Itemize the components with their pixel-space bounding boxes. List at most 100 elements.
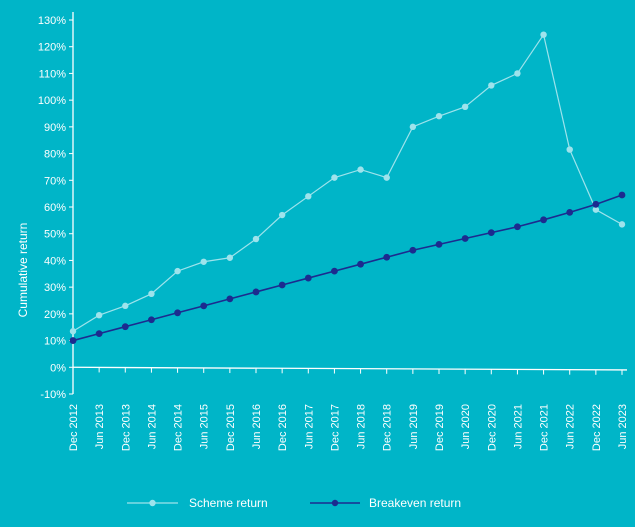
series-scheme-return bbox=[69, 31, 626, 335]
x-tick-label: Dec 2017 bbox=[329, 404, 341, 451]
data-point bbox=[121, 323, 129, 331]
x-tick-label: Jun 2016 bbox=[251, 404, 263, 449]
data-point bbox=[409, 246, 417, 254]
data-point bbox=[461, 103, 469, 111]
y-tick-labels: -10% 0% 10% 20% 30% 40% 50% 60% 70% 80% 90% 100% 110… bbox=[38, 15, 66, 401]
data-point bbox=[122, 302, 129, 310]
x-tick-label: Jun 2013 bbox=[94, 404, 106, 449]
y-tick-label: -10% bbox=[40, 389, 66, 401]
data-point bbox=[95, 330, 103, 338]
data-point bbox=[304, 274, 312, 282]
x-tick-label: Jun 2020 bbox=[460, 404, 472, 449]
zero-line bbox=[72, 366, 628, 371]
x-tick-label: Jun 2017 bbox=[303, 404, 315, 449]
data-point bbox=[331, 174, 338, 181]
data-point bbox=[383, 253, 391, 261]
data-point bbox=[174, 309, 181, 317]
y-tick-label: 120% bbox=[38, 42, 66, 54]
legend: Scheme return Breakeven return bbox=[127, 496, 461, 510]
x-tick-label: Dec 2020 bbox=[486, 404, 498, 451]
series-line bbox=[72, 194, 623, 342]
x-tick-label: Dec 2018 bbox=[382, 404, 394, 451]
x-tick-label: Dec 2016 bbox=[277, 404, 289, 451]
data-point bbox=[200, 302, 208, 310]
x-tick-label: Jun 2018 bbox=[356, 404, 368, 449]
x-tick-label: Dec 2014 bbox=[173, 404, 185, 451]
data-point bbox=[409, 123, 417, 131]
data-point bbox=[383, 174, 390, 181]
data-point bbox=[252, 288, 260, 296]
data-point bbox=[278, 211, 286, 219]
y-tick-label: 100% bbox=[38, 95, 66, 107]
legend-marker bbox=[149, 499, 156, 507]
data-point bbox=[514, 70, 521, 77]
y-tick-label: 40% bbox=[44, 255, 66, 267]
y-tick-label: 80% bbox=[44, 149, 66, 161]
x-tick-label: Dec 2022 bbox=[591, 404, 603, 451]
x-tick-label: Jun 2021 bbox=[512, 404, 524, 449]
data-point bbox=[618, 221, 626, 228]
data-point bbox=[226, 254, 234, 261]
data-point bbox=[331, 267, 338, 275]
data-point bbox=[148, 316, 155, 324]
x-tick-label: Jun 2014 bbox=[146, 404, 158, 449]
y-tick-label: 130% bbox=[38, 15, 66, 27]
data-point bbox=[592, 206, 600, 213]
data-point bbox=[592, 200, 600, 208]
y-tick-label: 60% bbox=[44, 202, 66, 214]
data-point bbox=[566, 208, 574, 216]
data-point bbox=[566, 146, 573, 153]
x-tick-label: Jun 2015 bbox=[199, 404, 211, 449]
y-tick-label: 70% bbox=[44, 175, 66, 187]
data-point bbox=[69, 337, 77, 344]
data-point bbox=[514, 223, 521, 231]
data-point bbox=[226, 295, 234, 303]
data-point bbox=[200, 258, 207, 265]
y-tick-label: 90% bbox=[44, 122, 66, 134]
axes bbox=[69, 12, 623, 395]
data-point bbox=[488, 82, 495, 89]
y-tick-label: 30% bbox=[44, 282, 66, 294]
data-point bbox=[174, 267, 181, 275]
y-tick-label: 10% bbox=[44, 336, 66, 348]
series-breakeven-return bbox=[69, 191, 626, 344]
y-tick-label: 0% bbox=[50, 362, 66, 374]
data-point bbox=[278, 281, 286, 289]
data-point bbox=[69, 328, 77, 335]
data-point bbox=[540, 31, 547, 38]
series-lines bbox=[69, 31, 626, 344]
y-tick-label: 20% bbox=[44, 309, 66, 321]
x-tick-label: Dec 2015 bbox=[225, 404, 237, 451]
x-tick-labels: Dec 2012 Jun 2013 Dec 2013 Jun 2014 Dec 2014… bbox=[68, 404, 629, 451]
data-point bbox=[252, 235, 260, 243]
y-tick-label: 50% bbox=[44, 229, 66, 241]
data-point bbox=[487, 229, 495, 237]
y-tick-label: 110% bbox=[39, 68, 67, 80]
data-point bbox=[148, 290, 155, 298]
data-point bbox=[540, 216, 547, 224]
data-point bbox=[618, 191, 626, 199]
x-tick-label: Jun 2022 bbox=[565, 404, 577, 449]
x-tick-label: Jun 2023 bbox=[617, 404, 629, 449]
y-axis-title: Cumulative return bbox=[16, 223, 30, 318]
data-point bbox=[357, 166, 364, 173]
data-point bbox=[357, 260, 364, 268]
legend-item: Breakeven return bbox=[310, 496, 461, 510]
x-tick-label: Dec 2012 bbox=[68, 404, 80, 451]
data-point bbox=[95, 311, 103, 319]
x-tick-label: Dec 2013 bbox=[120, 404, 132, 451]
zero-baseline bbox=[72, 366, 628, 371]
series-line bbox=[72, 33, 623, 332]
data-point bbox=[461, 235, 469, 242]
x-tick-label: Dec 2021 bbox=[539, 404, 551, 451]
data-point bbox=[305, 193, 312, 200]
legend-item: Scheme return bbox=[127, 496, 268, 510]
x-tick-label: Jun 2019 bbox=[408, 404, 420, 449]
legend-label: Scheme return bbox=[189, 496, 268, 510]
data-point bbox=[435, 112, 443, 120]
x-tick-label: Dec 2019 bbox=[434, 404, 446, 451]
legend-marker bbox=[331, 499, 339, 507]
legend-label: Breakeven return bbox=[369, 496, 461, 510]
